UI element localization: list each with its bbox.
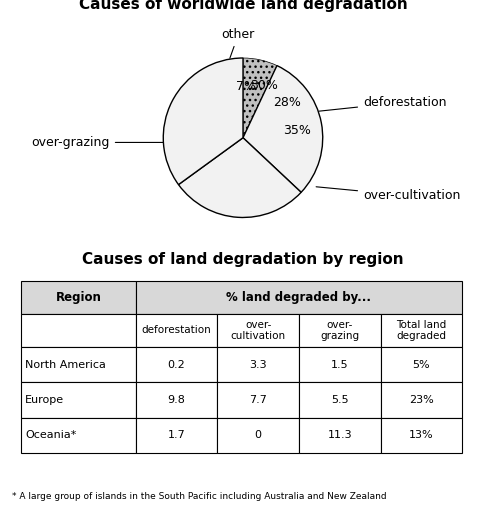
Text: 23%: 23% <box>409 395 434 405</box>
Text: over-
cultivation: over- cultivation <box>230 319 286 341</box>
FancyBboxPatch shape <box>299 314 381 347</box>
Text: over-
grazing: over- grazing <box>320 319 359 341</box>
FancyBboxPatch shape <box>136 314 217 347</box>
Title: Causes of land degradation by region: Causes of land degradation by region <box>82 252 404 267</box>
FancyBboxPatch shape <box>381 347 462 382</box>
Text: Region: Region <box>55 291 102 304</box>
Text: 5%: 5% <box>413 360 430 370</box>
FancyBboxPatch shape <box>136 418 217 453</box>
Text: 1.5: 1.5 <box>331 360 348 370</box>
FancyBboxPatch shape <box>21 418 136 453</box>
Text: 7.7: 7.7 <box>249 395 267 405</box>
Text: deforestation: deforestation <box>319 96 447 111</box>
FancyBboxPatch shape <box>21 281 136 314</box>
FancyBboxPatch shape <box>299 347 381 382</box>
FancyBboxPatch shape <box>299 418 381 453</box>
FancyBboxPatch shape <box>21 382 136 418</box>
FancyBboxPatch shape <box>299 382 381 418</box>
Text: * A large group of islands in the South Pacific including Australia and New Zeal: * A large group of islands in the South … <box>12 492 387 501</box>
FancyBboxPatch shape <box>21 347 136 382</box>
FancyBboxPatch shape <box>136 347 217 382</box>
FancyBboxPatch shape <box>21 314 136 347</box>
FancyBboxPatch shape <box>217 314 299 347</box>
Text: Oceania*: Oceania* <box>25 431 76 440</box>
Text: Europe: Europe <box>25 395 64 405</box>
FancyBboxPatch shape <box>217 347 299 382</box>
Title: Causes of worldwide land degradation: Causes of worldwide land degradation <box>79 0 407 12</box>
Text: 35%: 35% <box>283 124 311 137</box>
Text: % land degraded by...: % land degraded by... <box>226 291 371 304</box>
Text: 30%: 30% <box>250 79 278 92</box>
Text: North America: North America <box>25 360 106 370</box>
Text: 0: 0 <box>255 431 261 440</box>
Text: 28%: 28% <box>273 96 301 109</box>
FancyBboxPatch shape <box>381 382 462 418</box>
Text: Total land
degraded: Total land degraded <box>397 319 447 341</box>
FancyBboxPatch shape <box>217 382 299 418</box>
Text: 5.5: 5.5 <box>331 395 348 405</box>
Text: 0.2: 0.2 <box>168 360 185 370</box>
Text: 11.3: 11.3 <box>328 431 352 440</box>
Wedge shape <box>243 66 323 193</box>
FancyBboxPatch shape <box>136 382 217 418</box>
FancyBboxPatch shape <box>217 418 299 453</box>
Text: 13%: 13% <box>409 431 434 440</box>
Text: 9.8: 9.8 <box>168 395 186 405</box>
Wedge shape <box>243 58 277 138</box>
Text: other: other <box>222 28 255 58</box>
Text: 3.3: 3.3 <box>249 360 267 370</box>
Wedge shape <box>178 138 301 218</box>
Text: 7%: 7% <box>236 80 256 93</box>
Text: 1.7: 1.7 <box>168 431 185 440</box>
FancyBboxPatch shape <box>136 281 462 314</box>
Text: over-cultivation: over-cultivation <box>316 187 460 202</box>
Text: deforestation: deforestation <box>141 326 211 335</box>
FancyBboxPatch shape <box>381 418 462 453</box>
Wedge shape <box>163 58 243 185</box>
FancyBboxPatch shape <box>381 314 462 347</box>
Text: over-grazing: over-grazing <box>32 136 163 149</box>
